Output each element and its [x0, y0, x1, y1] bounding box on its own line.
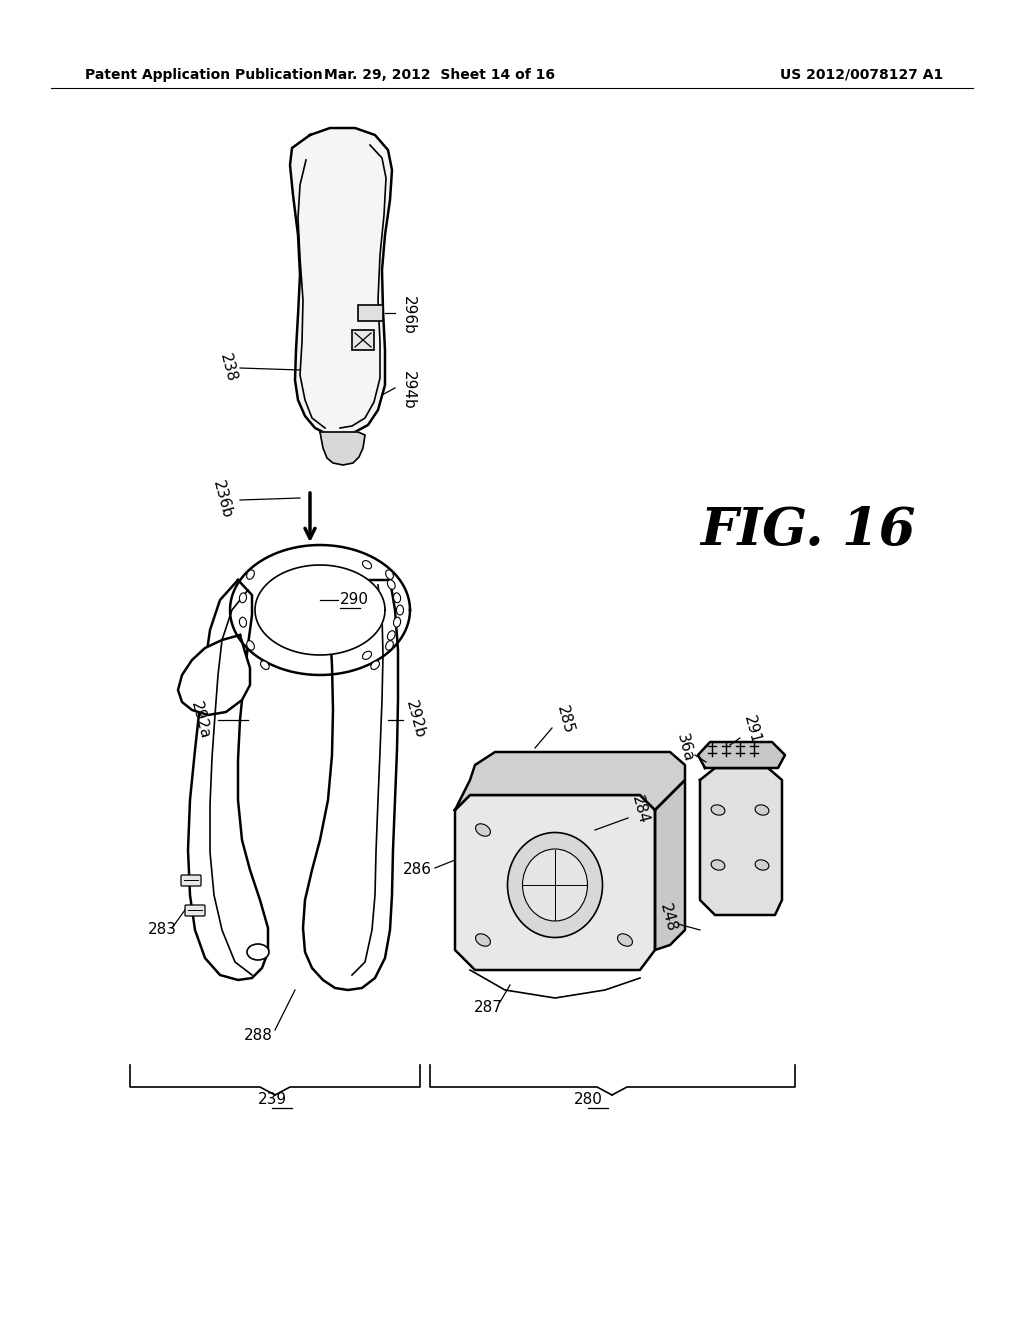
- Polygon shape: [455, 795, 655, 970]
- Text: 285: 285: [554, 704, 575, 735]
- Polygon shape: [255, 565, 385, 655]
- Text: 283: 283: [148, 923, 177, 937]
- Ellipse shape: [386, 640, 393, 651]
- Text: 291: 291: [741, 714, 763, 746]
- Ellipse shape: [247, 944, 269, 960]
- Text: 36a: 36a: [674, 733, 696, 764]
- Ellipse shape: [247, 640, 254, 651]
- Polygon shape: [178, 635, 250, 715]
- Text: US 2012/0078127 A1: US 2012/0078127 A1: [780, 69, 943, 82]
- Ellipse shape: [260, 661, 269, 669]
- Ellipse shape: [362, 561, 372, 569]
- Ellipse shape: [508, 833, 602, 937]
- Text: Mar. 29, 2012  Sheet 14 of 16: Mar. 29, 2012 Sheet 14 of 16: [325, 69, 555, 82]
- FancyBboxPatch shape: [185, 906, 205, 916]
- Ellipse shape: [247, 570, 254, 579]
- Polygon shape: [290, 128, 392, 436]
- Text: 296b: 296b: [400, 296, 416, 334]
- Ellipse shape: [475, 933, 490, 946]
- Text: 287: 287: [473, 1001, 503, 1015]
- Ellipse shape: [362, 651, 372, 660]
- Text: 292a: 292a: [187, 700, 212, 741]
- Polygon shape: [698, 742, 785, 768]
- Ellipse shape: [475, 824, 490, 836]
- Ellipse shape: [522, 849, 588, 921]
- FancyBboxPatch shape: [181, 875, 201, 886]
- Bar: [352, 330, 374, 350]
- Ellipse shape: [240, 618, 247, 627]
- Text: 294b: 294b: [400, 371, 416, 409]
- Ellipse shape: [711, 859, 725, 870]
- Polygon shape: [303, 579, 398, 990]
- Ellipse shape: [393, 618, 400, 627]
- Ellipse shape: [393, 593, 400, 603]
- Ellipse shape: [755, 859, 769, 870]
- Ellipse shape: [617, 933, 633, 946]
- Text: 288: 288: [244, 1027, 272, 1043]
- Ellipse shape: [396, 605, 403, 615]
- Polygon shape: [230, 545, 410, 675]
- Text: 290: 290: [340, 593, 369, 607]
- Ellipse shape: [371, 661, 380, 669]
- Polygon shape: [455, 752, 685, 810]
- Text: FIG. 16: FIG. 16: [700, 504, 915, 556]
- Bar: [358, 305, 383, 321]
- Ellipse shape: [755, 805, 769, 816]
- Ellipse shape: [387, 579, 395, 589]
- Polygon shape: [188, 579, 268, 979]
- Ellipse shape: [387, 631, 395, 640]
- Text: 248: 248: [657, 902, 679, 933]
- Text: 280: 280: [573, 1093, 602, 1107]
- Text: 292b: 292b: [402, 700, 427, 741]
- Text: 236b: 236b: [210, 479, 234, 520]
- Ellipse shape: [386, 570, 393, 579]
- Text: 286: 286: [403, 862, 432, 878]
- Text: 284: 284: [629, 795, 651, 826]
- Ellipse shape: [240, 593, 247, 603]
- Polygon shape: [319, 432, 365, 465]
- Text: 238: 238: [217, 352, 239, 384]
- Polygon shape: [655, 780, 685, 950]
- Text: 239: 239: [257, 1093, 287, 1107]
- Ellipse shape: [711, 805, 725, 816]
- Text: Patent Application Publication: Patent Application Publication: [85, 69, 323, 82]
- Polygon shape: [700, 768, 782, 915]
